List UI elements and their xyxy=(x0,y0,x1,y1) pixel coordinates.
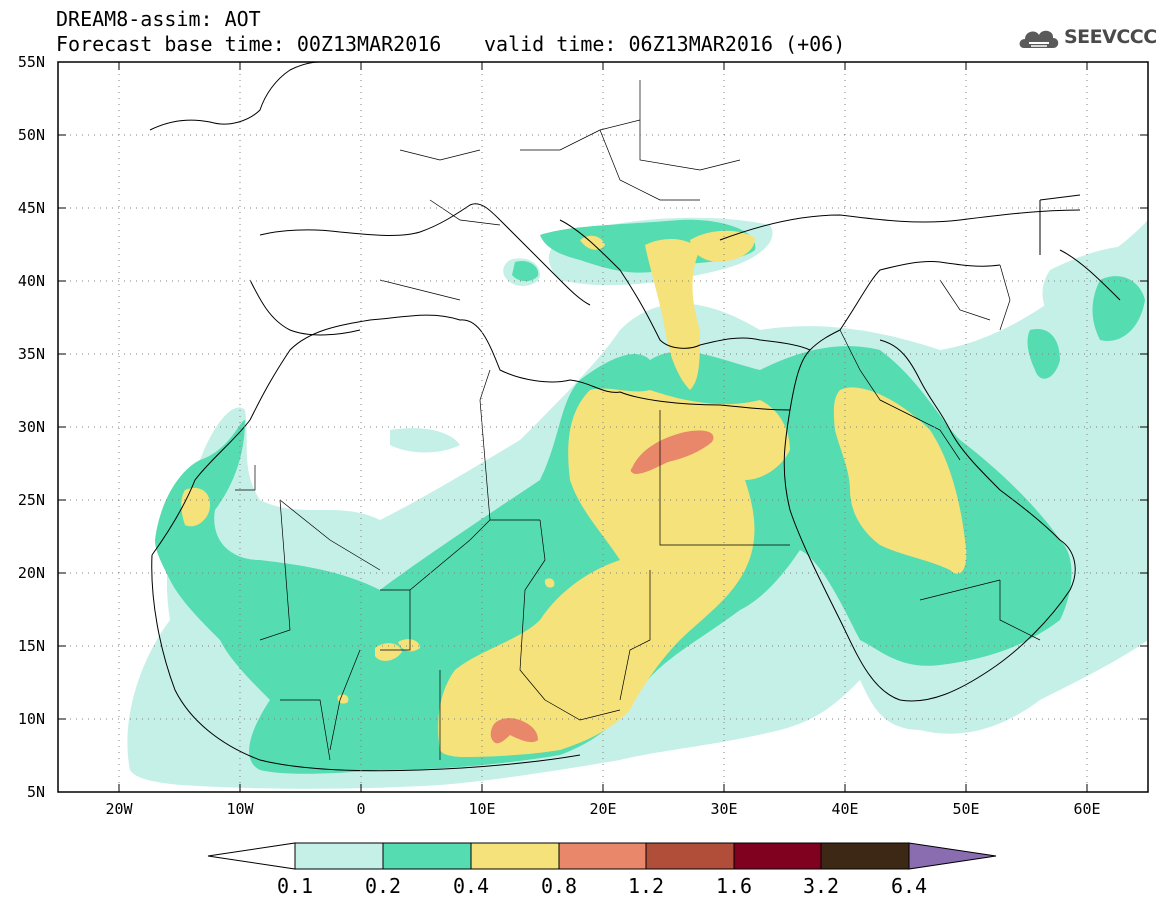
lon-label: 20E xyxy=(589,800,616,818)
aot-band-0.8-1.2 xyxy=(490,430,714,744)
map-area xyxy=(58,62,1148,792)
colorbar-segment xyxy=(820,842,910,870)
aot-band-0.4-0.8 xyxy=(181,230,967,757)
lat-labels: 55N 50N 45N 40N 35N 30N 25N 20N 15N 10N … xyxy=(18,53,45,801)
lon-label: 30E xyxy=(710,800,737,818)
colorbar-label: 0.2 xyxy=(365,874,401,898)
lon-label: 10E xyxy=(468,800,495,818)
lon-label: 0 xyxy=(356,800,365,818)
lat-label: 15N xyxy=(18,637,45,655)
lat-label: 35N xyxy=(18,345,45,363)
lat-label: 25N xyxy=(18,491,45,509)
colorbar-segment xyxy=(558,842,647,870)
lon-label: 40E xyxy=(831,800,858,818)
colorbar-label: 3.2 xyxy=(803,874,839,898)
lon-label: 10W xyxy=(226,800,254,818)
lat-label: 10N xyxy=(18,710,45,728)
lon-ticks xyxy=(118,62,1088,792)
cloud-icon xyxy=(1019,30,1059,48)
forecast-base-time: Forecast base time: 00Z13MAR2016 xyxy=(56,32,442,56)
lat-label: 20N xyxy=(18,564,45,582)
colorbar-labels: 0.1 0.2 0.4 0.8 1.2 1.6 3.2 6.4 xyxy=(277,874,927,898)
colorbar-label: 1.2 xyxy=(628,874,664,898)
lat-label: 50N xyxy=(18,126,45,144)
lon-label: 20W xyxy=(105,800,133,818)
valid-time: valid time: 06Z13MAR2016 (+06) xyxy=(484,32,846,56)
map-title: DREAM8-assim: AOT xyxy=(56,7,261,31)
seevccc-logo: SEEVCCC xyxy=(1016,22,1157,56)
colorbar-label: 0.1 xyxy=(277,874,313,898)
colorbar-label: 0.8 xyxy=(541,874,577,898)
colorbar xyxy=(207,842,997,870)
colorbar-segment xyxy=(382,842,472,870)
colorbar-segment xyxy=(294,842,384,870)
lat-label: 40N xyxy=(18,272,45,290)
lat-label: 55N xyxy=(18,53,45,71)
colorbar-lower-arrow xyxy=(207,842,296,870)
country-borders xyxy=(235,80,1041,761)
colorbar-label: 0.4 xyxy=(453,874,489,898)
lon-label: 60E xyxy=(1073,800,1100,818)
lat-label: 45N xyxy=(18,199,45,217)
lat-label: 30N xyxy=(18,418,45,436)
lon-label: 50E xyxy=(952,800,979,818)
lat-ticks xyxy=(58,61,1148,793)
colorbar-label: 6.4 xyxy=(891,874,927,898)
colorbar-segment xyxy=(645,842,735,870)
colorbar-segment xyxy=(470,842,560,870)
logo-text: SEEVCCC xyxy=(1064,26,1157,48)
colorbar-label: 1.6 xyxy=(716,874,752,898)
lon-labels: 20W 10W 0 10E 20E 30E 40E 50E 60E xyxy=(105,800,1100,818)
lat-label: 5N xyxy=(27,783,45,801)
colorbar-upper-arrow xyxy=(908,842,997,870)
colorbar-segment xyxy=(733,842,822,870)
coastlines xyxy=(149,62,1121,772)
